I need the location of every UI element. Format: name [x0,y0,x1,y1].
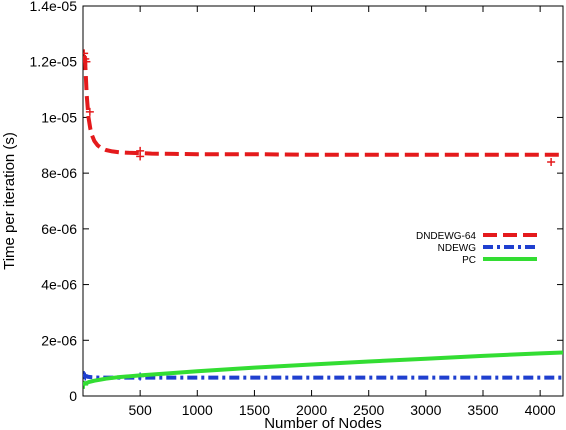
data-point-ndewg [83,371,89,380]
y-tick-label: 1.4e-05 [30,0,78,14]
data-point-dndewg-64 [136,146,145,155]
data-point-pc [83,380,89,389]
y-tick-label: 8e-06 [41,165,77,181]
plot-frame [82,5,564,397]
series-line-pc [83,350,563,387]
data-point-dndewg-64 [547,158,556,166]
x-axis-label: Number of Nodes [264,415,382,430]
y-axis-label: Time per iteration (s) [1,132,18,270]
x-tick-label: 3000 [410,402,441,418]
data-point-dndewg-64 [85,107,94,116]
legend-label-pc: PC [462,255,476,266]
x-tick-label: 4000 [525,402,556,418]
x-tick-label: 1500 [239,402,270,418]
series-line-dndewg-64 [83,55,563,157]
y-tick-label: 1e-05 [41,109,77,125]
data-point-ndewg [83,372,90,381]
x-tick-label: 500 [128,402,152,418]
data-point-dndewg-64 [83,57,91,66]
axes: 0 2e-06 4e-06 6e-06 8e-06 1e-05 1.2e-05 1.4e-05… [30,0,564,418]
y-tick-label: 1.2e-05 [30,54,78,70]
y-tick-label: 6e-06 [41,221,77,237]
x-tick-label: 2000 [296,402,327,418]
y-tick-label: 4e-06 [41,277,77,293]
legend-label-ndewg: NDEWG [438,243,477,254]
x-tick-label: 2500 [353,402,384,418]
legend-label-dndewg-64: DNDEWG-64 [416,231,476,242]
data-point-dndewg-64 [83,49,89,58]
x-tick-label: 1000 [182,402,213,418]
x-tick-label: 3500 [467,402,498,418]
y-tick-label: 0 [69,388,77,404]
y-tick-label: 2e-06 [41,332,77,348]
series-layer [83,49,563,389]
